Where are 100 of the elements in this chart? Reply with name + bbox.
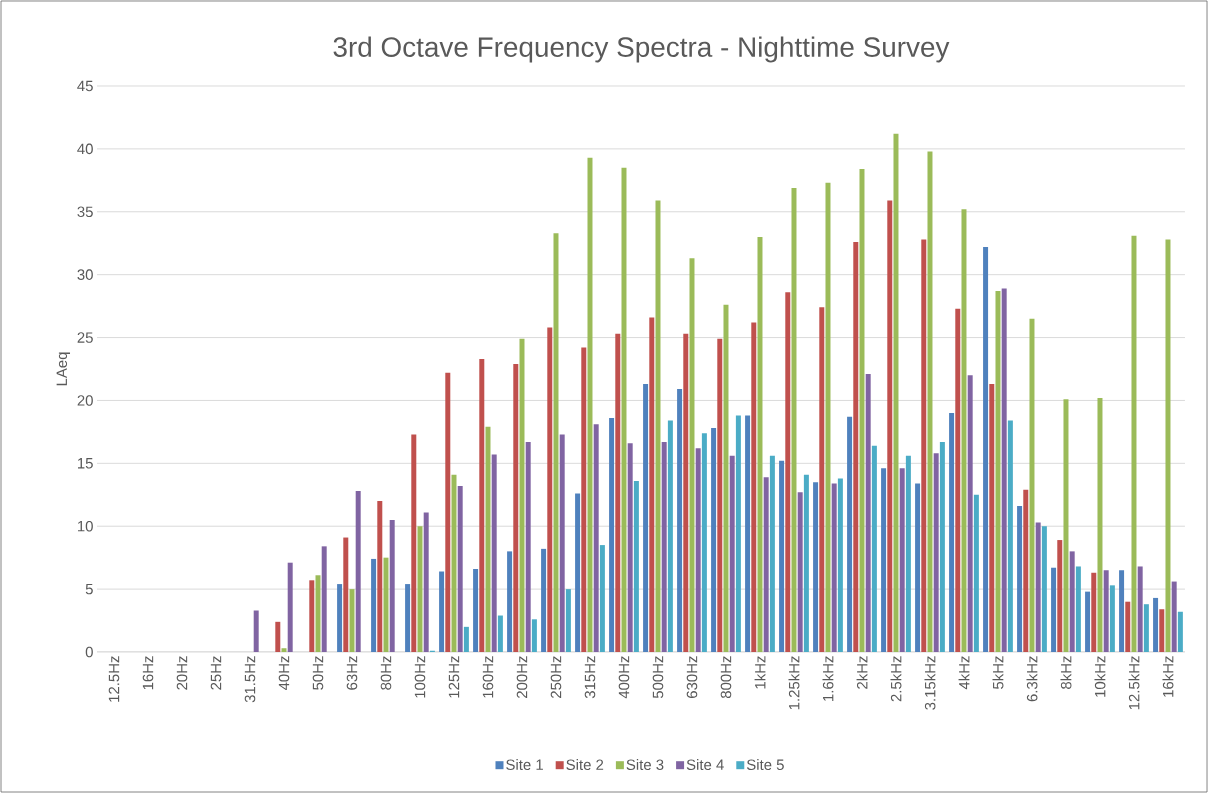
bar bbox=[905, 455, 911, 652]
bar bbox=[803, 474, 809, 652]
y-tick-label: 5 bbox=[85, 583, 93, 595]
bar bbox=[463, 626, 469, 652]
chart-title: 3rd Octave Frequency Spectra - Nighttime Survey bbox=[333, 36, 950, 63]
x-tick-label: 8kHz bbox=[1060, 656, 1072, 689]
bar bbox=[797, 492, 803, 652]
bar bbox=[1007, 420, 1013, 652]
bar bbox=[701, 433, 707, 652]
bar bbox=[275, 621, 281, 652]
bar bbox=[995, 291, 1001, 652]
bar bbox=[587, 157, 593, 652]
bar bbox=[1057, 540, 1063, 652]
bar bbox=[661, 441, 667, 652]
bar bbox=[757, 236, 763, 652]
bar bbox=[831, 483, 837, 652]
bar bbox=[377, 501, 383, 652]
legend-label: Site 1 bbox=[506, 759, 543, 771]
bar bbox=[513, 363, 519, 652]
bar bbox=[491, 454, 497, 652]
bar bbox=[989, 384, 995, 652]
legend-label: Site 2 bbox=[566, 759, 604, 771]
bar bbox=[553, 233, 559, 652]
bar bbox=[1069, 551, 1075, 652]
bar bbox=[383, 557, 389, 652]
x-tick-label: 315Hz bbox=[584, 656, 596, 699]
bar bbox=[655, 200, 661, 652]
bar bbox=[763, 477, 769, 652]
x-tick-label: 200Hz bbox=[516, 656, 528, 698]
bar bbox=[633, 480, 639, 652]
bar bbox=[1119, 570, 1125, 652]
bar bbox=[1177, 611, 1183, 652]
x-tick-label: 500Hz bbox=[652, 656, 664, 699]
legend-label: Site 3 bbox=[626, 759, 664, 771]
bar bbox=[1171, 581, 1177, 652]
bar bbox=[559, 434, 565, 652]
bar bbox=[609, 418, 615, 652]
bar bbox=[479, 358, 485, 652]
x-tick-label: 3.15kHz bbox=[924, 656, 936, 710]
bar bbox=[859, 169, 865, 652]
bar bbox=[847, 416, 853, 652]
bar bbox=[321, 546, 327, 652]
bar bbox=[1023, 489, 1029, 652]
bar bbox=[1063, 399, 1069, 652]
bar bbox=[1103, 570, 1109, 652]
bar bbox=[973, 494, 979, 652]
bar bbox=[779, 460, 785, 652]
bar bbox=[853, 241, 859, 652]
bar bbox=[643, 384, 649, 652]
bar bbox=[723, 304, 729, 652]
bar bbox=[813, 482, 819, 652]
bar bbox=[423, 512, 429, 652]
bar bbox=[717, 338, 723, 652]
bar bbox=[541, 548, 547, 652]
bar bbox=[615, 333, 621, 652]
x-tick-label: 6.3kHz bbox=[1026, 656, 1038, 702]
bar bbox=[627, 443, 633, 652]
x-tick-label: 630Hz bbox=[686, 656, 698, 698]
bar bbox=[1137, 566, 1143, 652]
bar bbox=[871, 445, 877, 652]
x-tick-label: 125Hz bbox=[448, 656, 460, 698]
bar bbox=[309, 580, 315, 652]
x-tick-label: 2kHz bbox=[856, 656, 868, 689]
y-tick-label: 0 bbox=[85, 646, 93, 658]
bar bbox=[1035, 522, 1041, 652]
y-tick-label: 30 bbox=[77, 269, 93, 280]
x-tick-label: 1.25kHz bbox=[788, 656, 800, 710]
bar bbox=[967, 375, 973, 652]
bar bbox=[451, 474, 457, 652]
bar bbox=[287, 562, 293, 652]
bar bbox=[825, 182, 831, 652]
legend-label: Site 5 bbox=[746, 759, 784, 771]
bar bbox=[621, 167, 627, 652]
bar bbox=[253, 610, 259, 652]
bar bbox=[1075, 566, 1081, 652]
bar bbox=[349, 589, 355, 652]
bar bbox=[1143, 604, 1149, 652]
bar bbox=[689, 258, 695, 652]
bar bbox=[961, 209, 967, 652]
bar bbox=[819, 307, 825, 652]
x-tick-label: 16Hz bbox=[142, 656, 154, 690]
bar bbox=[389, 519, 395, 652]
y-tick-label: 20 bbox=[77, 395, 93, 406]
bar bbox=[1091, 572, 1097, 652]
bar bbox=[281, 648, 287, 652]
bar bbox=[1085, 591, 1091, 652]
bar bbox=[933, 453, 939, 652]
x-tick-label: 160Hz bbox=[482, 656, 494, 698]
x-tick-label: 1kHz bbox=[754, 656, 766, 689]
bar bbox=[337, 584, 343, 652]
bar bbox=[593, 424, 599, 652]
bar bbox=[439, 571, 445, 652]
x-tick-label: 10kHz bbox=[1094, 656, 1106, 697]
bar bbox=[417, 526, 423, 652]
bar bbox=[507, 551, 513, 652]
bar bbox=[649, 317, 655, 652]
y-tick-label: 35 bbox=[77, 206, 93, 218]
bar bbox=[547, 327, 553, 652]
bar bbox=[785, 292, 791, 652]
bar bbox=[1097, 397, 1103, 652]
